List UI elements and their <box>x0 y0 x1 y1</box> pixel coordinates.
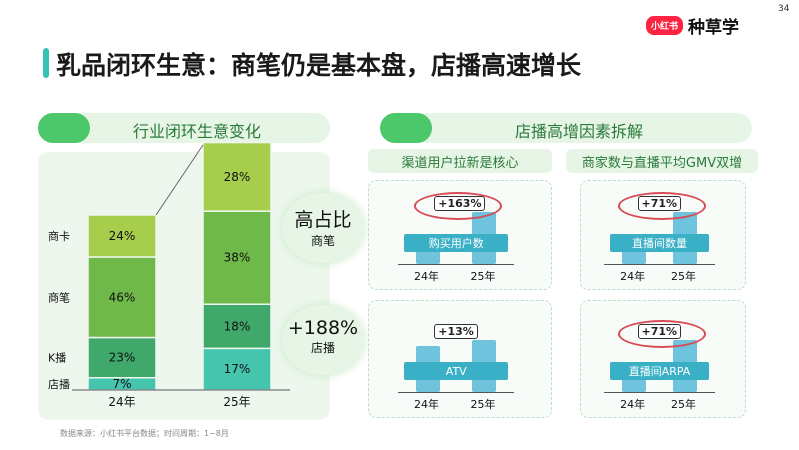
bar-value-label: 38% <box>224 251 251 265</box>
metric-year-label: 25年 <box>470 398 496 411</box>
brand-name: 种草学 <box>688 18 740 38</box>
metric-year-label: 24年 <box>414 398 440 411</box>
sub-header-users: 渠道用户拉新是核心 <box>368 149 552 173</box>
connector-line <box>155 144 204 216</box>
page-number: 34 <box>778 4 790 14</box>
x-axis-label: 24年 <box>108 395 135 409</box>
bar-segment-0-2 <box>87 256 157 339</box>
bar-value-label: 18% <box>224 319 251 333</box>
bar-segment-0-1 <box>87 336 157 379</box>
metric-label: ATV <box>404 362 509 380</box>
bar-value-label: 17% <box>224 362 251 376</box>
left-header-title: 行业闭环生意变化 <box>132 122 261 141</box>
x-axis-label: 25年 <box>223 395 250 409</box>
metric-year-label: 24年 <box>620 398 646 411</box>
right-header-dot <box>380 113 432 143</box>
callout-growth: +188% 店播 <box>282 305 364 375</box>
right-header-title: 店播高增因素拆解 <box>514 122 643 141</box>
metric-baseline <box>398 264 515 265</box>
left-header-dot <box>38 113 90 143</box>
metric-year-label: 25年 <box>670 398 696 411</box>
metric-card-atv <box>368 300 552 418</box>
bar-value-label: 7% <box>112 377 131 391</box>
bar-value-label: 23% <box>109 351 136 365</box>
brand-logo: 小红书 种草学 <box>646 13 739 38</box>
metric-baseline <box>604 392 715 393</box>
metric-change: +13% <box>434 324 478 339</box>
title-accent-bar <box>43 48 49 78</box>
metric-year-label: 25年 <box>470 270 496 283</box>
callout-growth-big: +188% <box>287 317 359 339</box>
metric-year-label: 24年 <box>620 270 646 283</box>
metric-label: 购买用户数 <box>404 234 509 252</box>
metric-label: 直播间数量 <box>610 234 709 252</box>
source-note: 数据来源：小红书平台数据；时间周期：1~8月 <box>60 429 229 438</box>
metric-year-label: 25年 <box>670 270 696 283</box>
bar-segment-1-3 <box>202 141 272 212</box>
series-label: 商卡 <box>48 229 70 243</box>
chart-panel <box>38 152 330 420</box>
metric-baseline <box>604 264 715 265</box>
series-label: 商笔 <box>48 290 70 304</box>
highlight-ring <box>414 192 503 220</box>
bar-value-label: 24% <box>109 229 136 243</box>
metric-card-arpa <box>580 300 746 418</box>
bar-segment-0-3 <box>87 214 157 258</box>
series-label: 店播 <box>48 377 70 391</box>
right-header-pill <box>380 113 752 143</box>
callout-share: 高占比 商笔 <box>282 193 364 263</box>
xiaohongshu-badge: 小红书 <box>646 16 684 35</box>
sub-header-gmv: 商家数与直播平均GMV双增 <box>566 149 758 173</box>
page-title: 乳品闭环生意：商笔仍是基本盘，店播高速增长 <box>56 51 582 80</box>
metric-year-label: 24年 <box>414 270 440 283</box>
bar-segment-1-0 <box>202 347 272 391</box>
highlight-ring <box>617 192 706 220</box>
callout-share-big: 高占比 <box>294 209 352 231</box>
bar-segment-1-1 <box>202 303 272 350</box>
bar-value-label: 28% <box>224 170 251 184</box>
callout-growth-small: 店播 <box>310 341 335 355</box>
callout-share-small: 商笔 <box>310 234 335 248</box>
series-label: K播 <box>48 351 66 365</box>
bar-value-label: 46% <box>109 290 136 304</box>
highlight-ring <box>617 320 706 348</box>
metric-baseline <box>398 392 515 393</box>
metric-label: 直播间ARPA <box>610 362 709 380</box>
